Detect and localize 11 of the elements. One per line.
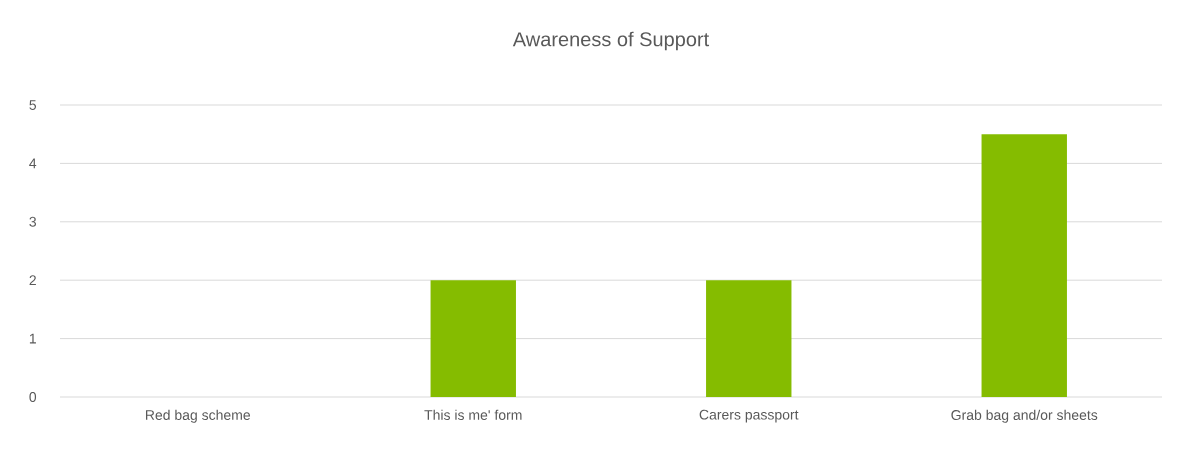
x-tick-label: This is me' form: [424, 409, 522, 420]
y-tick-label: 2: [29, 275, 36, 286]
x-tick-label: Red bag scheme: [145, 409, 251, 423]
chart-title: Awareness of Support: [512, 31, 710, 51]
y-tick-label: 4: [29, 158, 37, 169]
y-tick-label: 1: [29, 333, 36, 344]
x-tick-label: Grab bag and/or sheets: [951, 409, 1098, 423]
y-tick-label: 3: [29, 216, 37, 227]
x-tick-label: Carers passport: [699, 409, 799, 423]
y-tick-label: 5: [29, 100, 37, 110]
y-tick-label: 0: [29, 392, 37, 402]
